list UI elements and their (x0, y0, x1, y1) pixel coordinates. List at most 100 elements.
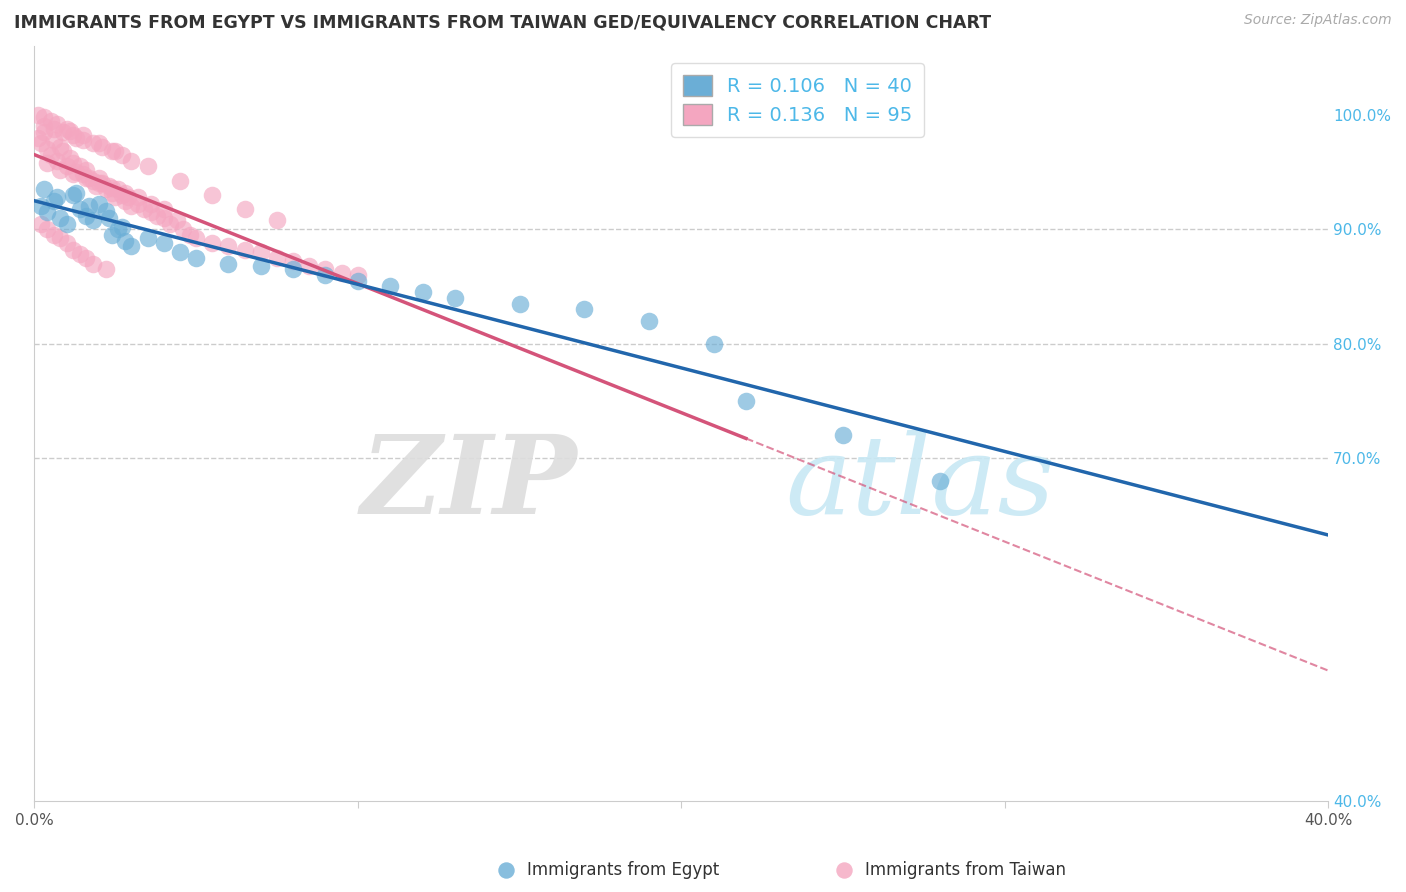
Point (266, 213, 288, 227)
Point (42, 133, 65, 147)
Point (134, 202, 156, 216)
Point (249, 259, 271, 273)
Point (314, 262, 336, 277)
Point (72, 133, 94, 147)
Point (55, 159, 77, 173)
Point (139, 205, 162, 219)
Point (136, 159, 159, 173)
Point (69, 159, 91, 173)
Point (62, 156, 84, 170)
Point (281, 262, 304, 277)
Point (55, 121, 77, 136)
Point (37, 156, 59, 170)
Point (159, 217, 181, 231)
Point (169, 245, 191, 260)
Point (330, 266, 353, 280)
Point (59, 151, 82, 165)
Point (87, 170, 110, 185)
Point (94, 203, 117, 218)
Point (49, 211, 72, 225)
Point (233, 202, 256, 216)
Point (49, 231, 72, 245)
Point (37, 142, 59, 156)
Point (249, 245, 271, 260)
Point (65, 130, 87, 145)
Point (94, 262, 117, 277)
Point (346, 274, 368, 288)
Point (65, 165, 87, 179)
Point (101, 181, 124, 195)
Point (120, 199, 142, 213)
Point (166, 213, 188, 227)
Point (72, 128, 94, 143)
Point (412, 285, 434, 300)
Point (52, 145, 75, 159)
Point (832, 863, 855, 877)
Point (52, 125, 75, 139)
Point (281, 254, 304, 268)
Point (27, 130, 49, 145)
Point (62, 188, 84, 202)
Point (79, 199, 101, 213)
Point (127, 197, 149, 211)
Point (127, 190, 149, 204)
Point (152, 202, 174, 216)
Point (82, 256, 104, 270)
Point (104, 145, 127, 159)
Point (107, 182, 129, 196)
Point (42, 194, 65, 208)
Point (495, 863, 517, 877)
Point (111, 188, 134, 202)
Point (101, 227, 124, 242)
Point (703, 336, 725, 351)
Text: Immigrants from Egypt: Immigrants from Egypt (527, 861, 720, 879)
Point (75, 162, 97, 177)
Point (509, 296, 531, 310)
Point (139, 197, 162, 211)
Point (91, 140, 114, 154)
Point (298, 259, 321, 273)
Point (114, 234, 136, 248)
Point (136, 231, 159, 245)
Point (169, 174, 191, 188)
Point (37, 222, 59, 236)
Point (832, 428, 855, 442)
Point (79, 170, 101, 185)
Point (42, 121, 65, 136)
Point (101, 186, 124, 200)
Point (91, 177, 114, 191)
Point (32, 110, 55, 124)
Text: ZIP: ZIP (361, 430, 578, 538)
Point (42, 227, 65, 242)
Point (87, 136, 110, 151)
Point (84, 178, 107, 193)
Text: Immigrants from Taiwan: Immigrants from Taiwan (865, 861, 1066, 879)
Point (87, 177, 110, 191)
Point (46, 153, 69, 168)
Point (69, 202, 91, 216)
Point (120, 239, 142, 253)
Text: Source: ZipAtlas.com: Source: ZipAtlas.com (1244, 13, 1392, 28)
Point (30, 199, 52, 213)
Point (39, 113, 62, 128)
Point (114, 194, 136, 208)
Point (55, 235, 77, 250)
Point (107, 222, 129, 236)
Point (46, 190, 69, 204)
Point (111, 219, 134, 234)
Point (32, 120, 55, 134)
Point (101, 145, 124, 159)
Point (146, 209, 169, 223)
Text: IMMIGRANTS FROM EGYPT VS IMMIGRANTS FROM TAIWAN GED/EQUIVALENCY CORRELATION CHAR: IMMIGRANTS FROM EGYPT VS IMMIGRANTS FROM… (14, 13, 991, 31)
Point (217, 256, 239, 270)
Point (346, 268, 368, 282)
Point (82, 213, 104, 227)
Point (735, 393, 758, 408)
Point (65, 186, 87, 200)
Point (184, 251, 207, 265)
Point (929, 474, 952, 488)
Point (201, 235, 224, 250)
Point (97, 211, 120, 225)
Point (114, 186, 136, 200)
Legend: R = 0.106   N = 40, R = 0.136   N = 95: R = 0.106 N = 40, R = 0.136 N = 95 (671, 63, 924, 137)
